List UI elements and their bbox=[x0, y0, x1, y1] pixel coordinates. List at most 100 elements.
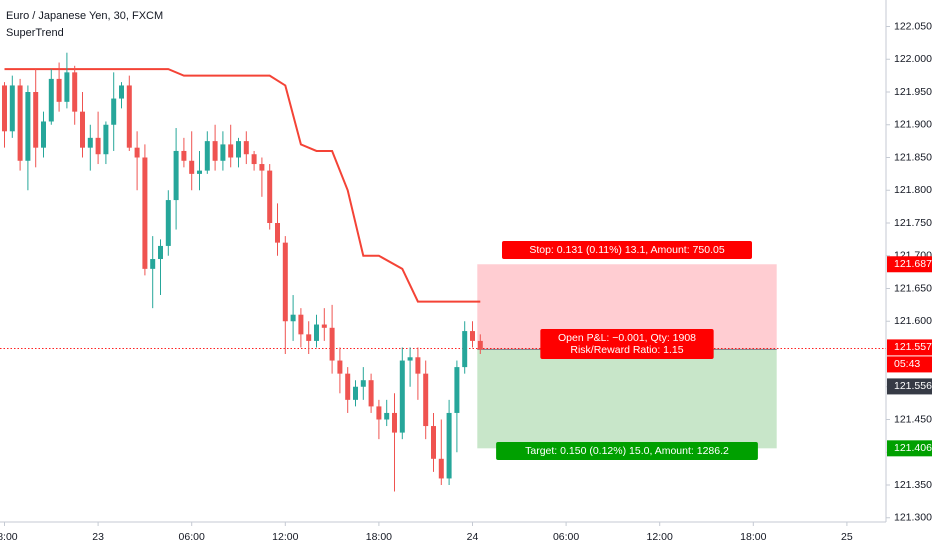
candle-body[interactable] bbox=[56, 78, 62, 102]
candle-body[interactable] bbox=[423, 373, 429, 427]
candle-body[interactable] bbox=[368, 380, 374, 407]
target-price-badge bbox=[887, 440, 932, 457]
candle-body[interactable] bbox=[275, 223, 280, 243]
candle-body[interactable] bbox=[353, 386, 358, 400]
candle-body[interactable] bbox=[126, 85, 132, 148]
candle-body[interactable] bbox=[321, 324, 327, 328]
candle-body[interactable] bbox=[345, 373, 351, 400]
candle-body[interactable] bbox=[470, 331, 475, 341]
candle-body[interactable] bbox=[220, 144, 226, 161]
candle-body[interactable] bbox=[17, 85, 23, 161]
countdown-badge bbox=[887, 356, 932, 373]
stop-label[interactable] bbox=[502, 241, 752, 259]
time-tick-label: 12:00 bbox=[647, 531, 673, 543]
price-tick-label: 121.300 bbox=[894, 512, 932, 524]
candle-body[interactable] bbox=[306, 334, 312, 341]
candle-body[interactable] bbox=[212, 141, 218, 161]
stop-price-badge bbox=[887, 256, 932, 273]
candle-body[interactable] bbox=[189, 160, 195, 174]
candle-body[interactable] bbox=[142, 157, 148, 269]
price-tick-label: 121.450 bbox=[894, 413, 932, 425]
price-tick-label: 121.950 bbox=[894, 86, 932, 98]
candle-body[interactable] bbox=[298, 314, 304, 335]
target-price-badge-text: 121.406 bbox=[894, 442, 932, 454]
candle-body[interactable] bbox=[158, 245, 163, 260]
candle-body[interactable] bbox=[48, 78, 54, 122]
candle-body[interactable] bbox=[95, 137, 101, 155]
entry-price-badge bbox=[887, 378, 932, 395]
candle-body[interactable] bbox=[72, 72, 78, 112]
candle-body[interactable] bbox=[267, 170, 273, 223]
candle-body[interactable] bbox=[119, 85, 124, 99]
candle-body[interactable] bbox=[25, 92, 31, 161]
candle-body[interactable] bbox=[384, 412, 390, 420]
candle-body[interactable] bbox=[415, 357, 421, 374]
candle-body[interactable] bbox=[236, 141, 241, 158]
candle-body[interactable] bbox=[477, 340, 483, 350]
candle-body[interactable] bbox=[134, 147, 140, 158]
open-pl-label-text: Open P&L: −0.001, Qty: 1908 bbox=[558, 332, 696, 344]
candle-body[interactable] bbox=[2, 85, 7, 132]
indicator-name[interactable]: SuperTrend bbox=[6, 27, 64, 39]
candle-body[interactable] bbox=[204, 141, 210, 171]
candle-body[interactable] bbox=[431, 426, 436, 459]
current-price-badge bbox=[887, 339, 932, 356]
candle-body[interactable] bbox=[103, 124, 109, 155]
open-pl-label[interactable] bbox=[540, 329, 714, 359]
candle-body[interactable] bbox=[87, 137, 93, 148]
candle-body[interactable] bbox=[259, 164, 265, 171]
candle-body[interactable] bbox=[314, 324, 319, 341]
candle-body[interactable] bbox=[33, 92, 39, 148]
candle-body[interactable] bbox=[197, 170, 202, 174]
candle-body[interactable] bbox=[462, 331, 468, 368]
target-label[interactable] bbox=[496, 442, 758, 460]
price-tick-label: 122.000 bbox=[894, 53, 932, 65]
candle-body[interactable] bbox=[9, 85, 15, 132]
price-tick-label: 121.650 bbox=[894, 282, 932, 294]
price-tick-label: 121.900 bbox=[894, 119, 932, 131]
candle-body[interactable] bbox=[360, 380, 366, 387]
price-tick-label: 121.800 bbox=[894, 184, 932, 196]
candle-body[interactable] bbox=[399, 360, 405, 433]
target-zone[interactable] bbox=[477, 349, 777, 449]
time-tick-label: 18:00 bbox=[366, 531, 392, 543]
candle-body[interactable] bbox=[337, 360, 343, 374]
candle-body[interactable] bbox=[64, 72, 70, 102]
price-tick-label: 121.750 bbox=[894, 217, 932, 229]
candle-body[interactable] bbox=[150, 259, 156, 269]
candle-body[interactable] bbox=[290, 314, 296, 322]
time-tick-label: 12:00 bbox=[272, 531, 298, 543]
supertrend-line[interactable] bbox=[4, 68, 481, 303]
time-tick-label: 24 bbox=[467, 531, 479, 543]
candle-body[interactable] bbox=[165, 200, 171, 246]
candle-body[interactable] bbox=[376, 406, 382, 420]
candle-body[interactable] bbox=[243, 141, 249, 155]
candle-body[interactable] bbox=[111, 98, 117, 125]
candle-body[interactable] bbox=[438, 458, 444, 479]
candle-body[interactable] bbox=[454, 367, 460, 413]
candle-body[interactable] bbox=[173, 150, 179, 201]
time-tick-label: 25 bbox=[841, 531, 853, 543]
price-tick-label: 121.350 bbox=[894, 479, 932, 491]
countdown-badge-text: 05:43 bbox=[894, 358, 920, 370]
stop-label-text: Stop: 0.131 (0.11%) 13.1, Amount: 750.05 bbox=[529, 244, 725, 256]
candle-body[interactable] bbox=[407, 357, 413, 361]
chart-legend: Euro / Japanese Yen, 30, FXCM SuperTrend bbox=[6, 8, 163, 42]
candle-body[interactable] bbox=[80, 111, 85, 148]
candle-body[interactable] bbox=[282, 242, 288, 322]
open-pl-label-text: Risk/Reward Ratio: 1.15 bbox=[570, 344, 683, 356]
target-label-text: Target: 0.150 (0.12%) 15.0, Amount: 1286… bbox=[525, 445, 729, 457]
time-tick-label: 23 bbox=[92, 531, 104, 543]
candle-body[interactable] bbox=[41, 121, 46, 148]
candle-body[interactable] bbox=[181, 150, 187, 161]
time-tick-label: 18:00 bbox=[0, 531, 18, 543]
candle-body[interactable] bbox=[392, 412, 397, 433]
candle-body[interactable] bbox=[329, 327, 335, 361]
candle-body[interactable] bbox=[251, 154, 257, 165]
candle-body[interactable] bbox=[446, 412, 452, 479]
symbol-title[interactable]: Euro / Japanese Yen, 30, FXCM bbox=[6, 10, 164, 22]
stop-price-badge-text: 121.687 bbox=[894, 258, 932, 270]
candle-body[interactable] bbox=[228, 144, 234, 158]
